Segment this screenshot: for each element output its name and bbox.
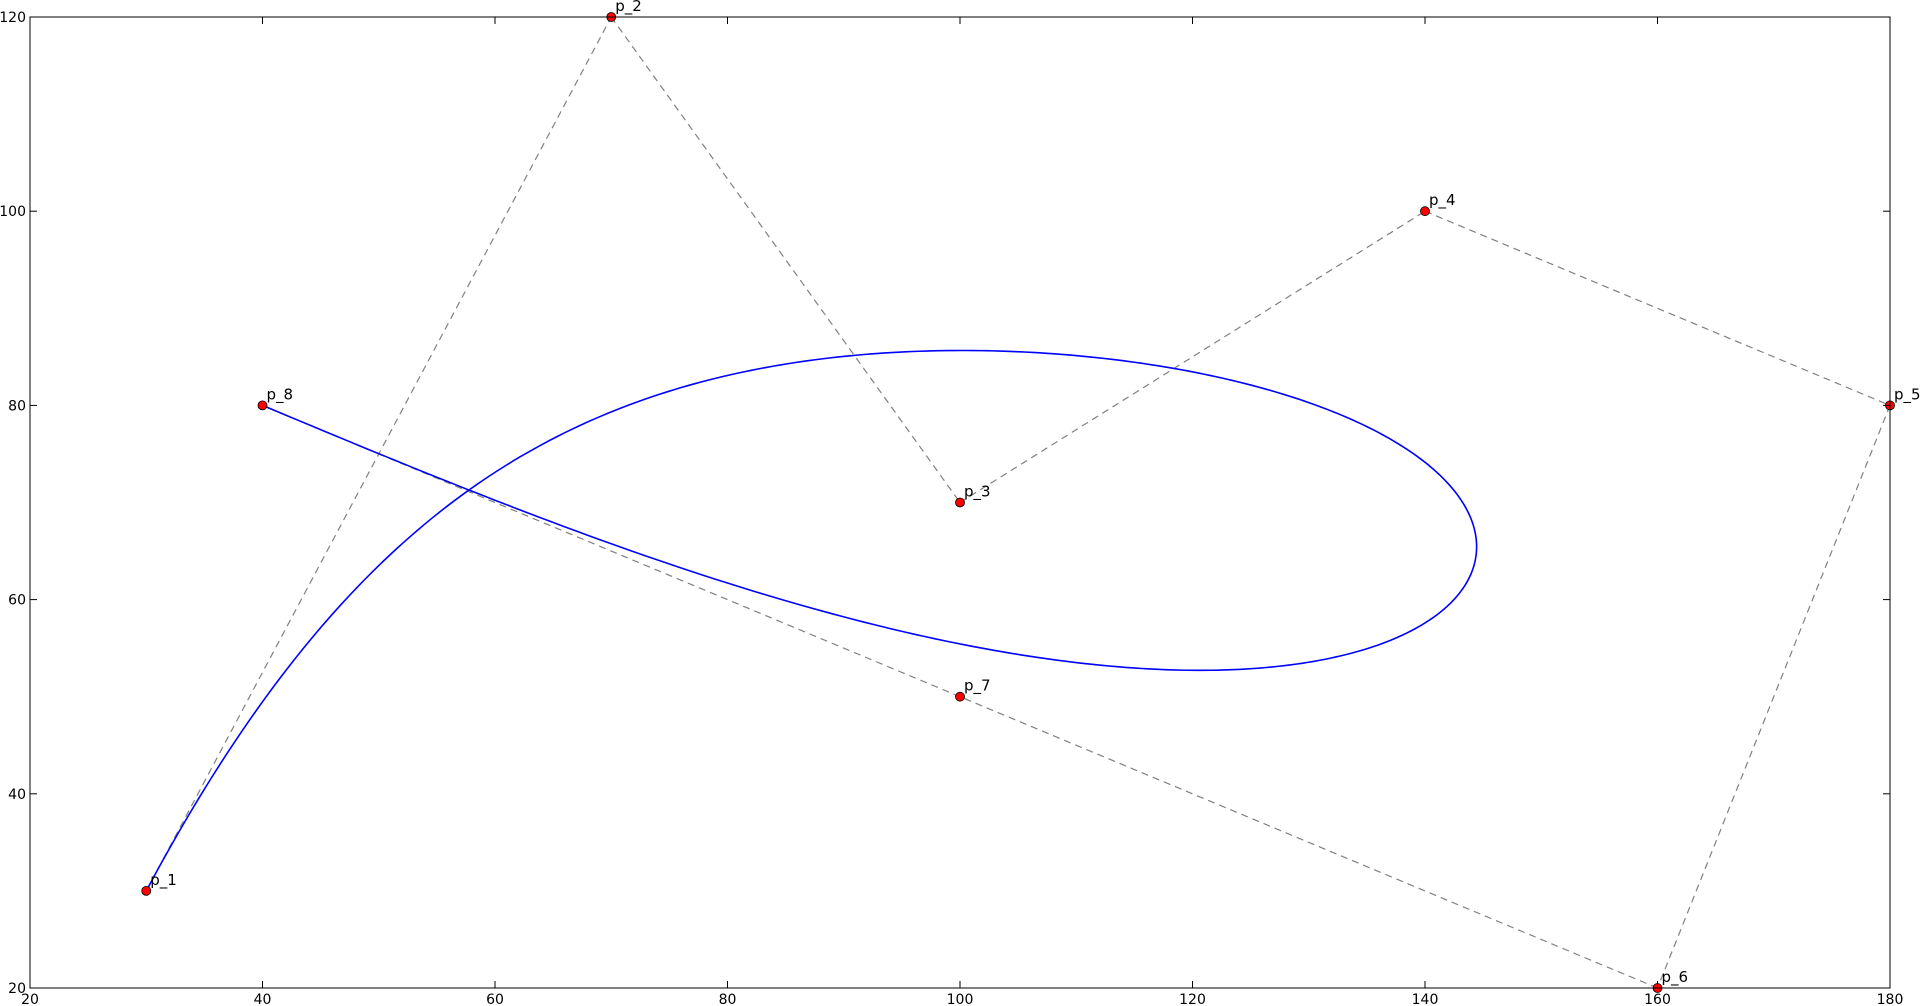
y-tick-label: 120 [0, 10, 26, 26]
control-point-label-p_8: p_8 [267, 385, 294, 404]
x-tick-label: 140 [1412, 992, 1439, 1006]
control-point-label-p_2: p_2 [615, 0, 642, 16]
y-tick-label: 20 [8, 981, 26, 997]
control-point-p_7 [955, 691, 965, 702]
control-point-p_8 [257, 400, 268, 411]
x-axis: 20 40 60 80 100 120 140 160 180 [21, 17, 1903, 1006]
x-tick-label: 60 [486, 992, 504, 1006]
control-point-label-p_5: p_5 [1894, 385, 1921, 404]
x-tick-label: 120 [1179, 992, 1206, 1006]
x-tick-label: 180 [1877, 992, 1904, 1006]
control-polygon-segment [959, 210, 1426, 504]
control-point-label-p_6: p_6 [1662, 968, 1689, 987]
control-polygon-segment [1656, 405, 1891, 989]
x-tick-label: 20 [21, 992, 39, 1006]
control-point-label-p_1: p_1 [150, 871, 177, 890]
y-tick-label: 40 [8, 787, 26, 803]
x-tick-label: 100 [947, 992, 974, 1006]
control-polygon-segment [610, 16, 961, 503]
y-tick-label: 80 [8, 398, 26, 414]
control-point-p_1 [141, 886, 152, 896]
control-point-label-p_3: p_3 [964, 483, 991, 502]
control-point-p_3 [955, 497, 965, 508]
y-tick-label: 100 [0, 204, 26, 220]
x-tick-label: 40 [254, 992, 272, 1006]
x-tick-label: 160 [1644, 992, 1671, 1006]
x-tick-label: 80 [719, 992, 737, 1006]
y-tick-label: 60 [8, 593, 26, 609]
control-point-label-p_4: p_4 [1429, 191, 1456, 210]
bezier-curve [145, 349, 1478, 892]
control-point-label-p_7: p_7 [964, 677, 991, 696]
control-polygon-segment [959, 696, 1658, 989]
control-polygon-segment [1424, 210, 1891, 406]
plot-area: p_1 p_2 p_3 p_4 p_5 p_6 p_7 p_8 [141, 0, 1921, 993]
control-point-p_4 [1420, 206, 1430, 217]
plot-frame [29, 16, 1891, 989]
y-axis: 20 40 60 80 100 120 [0, 10, 1890, 997]
